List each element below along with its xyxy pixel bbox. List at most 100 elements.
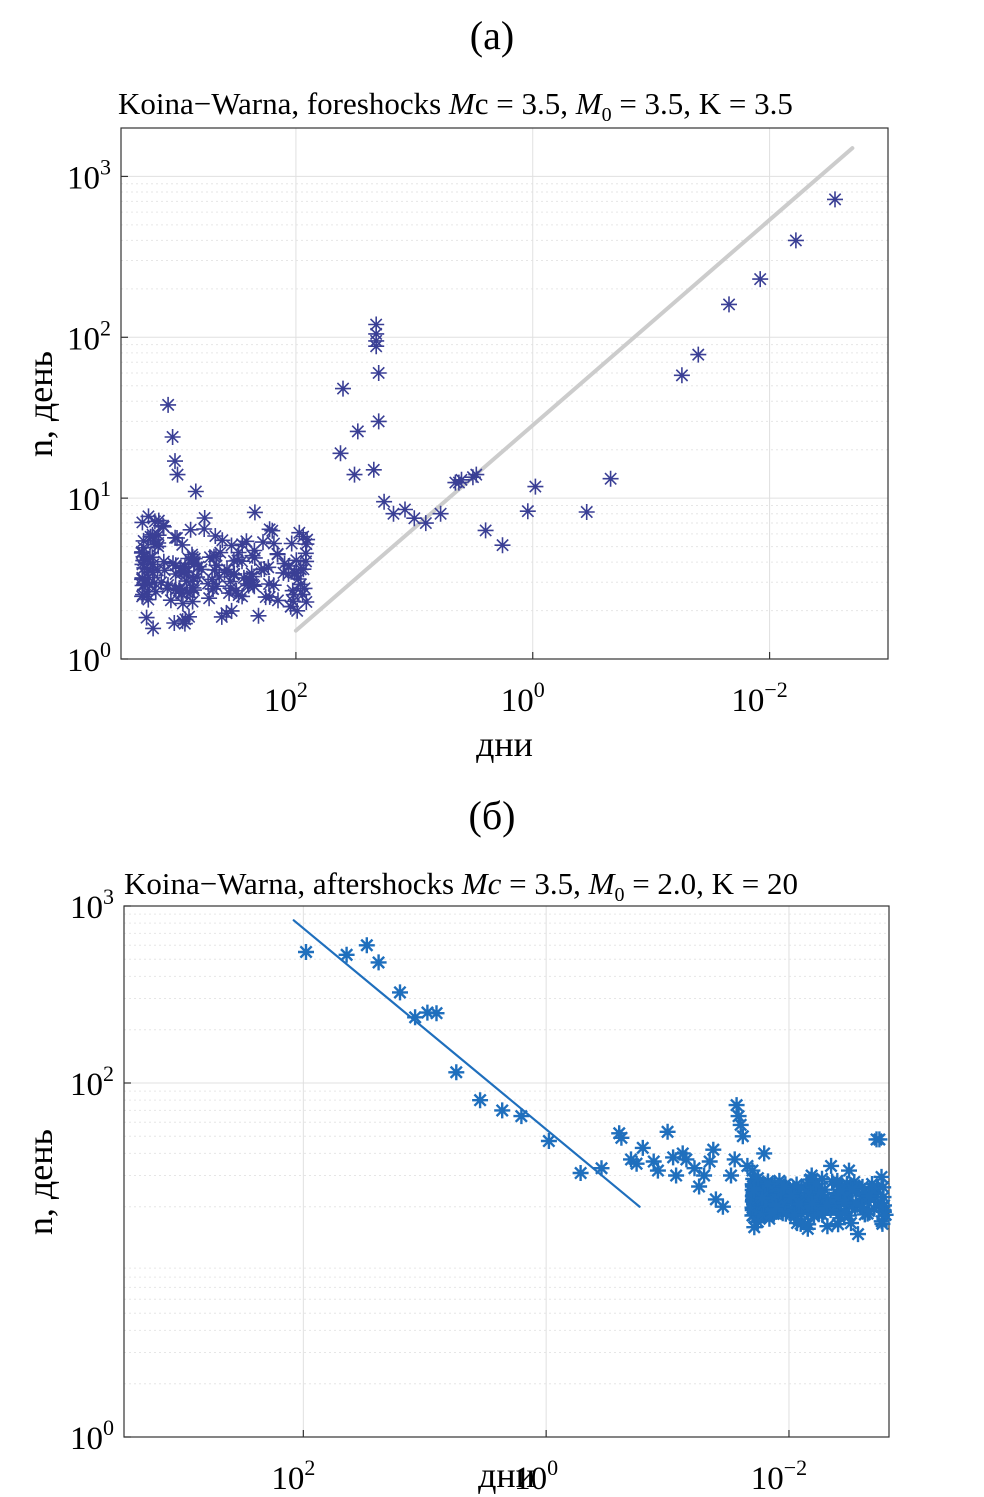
chart-a-cluster-point: [283, 535, 300, 552]
chart-a-cluster-point: [174, 595, 191, 612]
chart-a-cluster-point: [206, 561, 223, 578]
chart-a-y-tick-label-2: 102: [67, 315, 111, 357]
chart-b-data-point: [419, 1004, 436, 1021]
chart-a-data-point: [370, 413, 387, 430]
chart-a-title-rest: = 3.5, K = 3.5: [611, 86, 793, 121]
chart-a-cluster-point: [167, 529, 184, 546]
chart-b-data-point: [668, 1167, 685, 1184]
chart-b-data-point: [370, 954, 387, 971]
chart-b-data-point: [298, 944, 314, 960]
chart-b-cluster-point: [837, 1204, 853, 1221]
chart-a-title: Koina−Warna, foreshocks Mc = 3.5, M0 = 3…: [118, 86, 793, 127]
chart-a-cluster-point: [138, 609, 155, 626]
chart-a-cluster-point: [208, 578, 225, 595]
chart-a-data-point: [519, 503, 536, 520]
chart-b-cluster-point: [832, 1182, 849, 1199]
chart-a-data-point: [406, 510, 423, 527]
panel-a-label: (а): [469, 13, 515, 58]
chart-a-data-point: [160, 396, 177, 413]
chart-a-data-point: [690, 346, 707, 363]
chart-b-title-m0-symbol: M: [588, 866, 615, 901]
chart-a-data-point: [368, 316, 385, 333]
chart-a-data-point: [602, 470, 619, 487]
chart-a-cluster-point: [276, 555, 293, 572]
chart-b-data-point: [611, 1125, 628, 1142]
chart-b-data-point: [836, 1195, 853, 1211]
chart-a-y-tick-label-0: 100: [67, 637, 111, 679]
chart-b-data-point: [665, 1149, 682, 1166]
chart-b-y-axis-label: n, день: [20, 1129, 60, 1235]
chart-b-cluster-point: [805, 1179, 822, 1196]
chart-a-cluster-point: [230, 587, 247, 604]
chart-a-cluster-point: [136, 559, 153, 576]
chart-a-cluster-point: [229, 552, 246, 569]
chart-a-data-point: [349, 423, 366, 440]
chart-b-data-point: [674, 1145, 691, 1162]
chart-a-data-point: [187, 483, 204, 500]
chart-b-y-tick-label-2: 103: [70, 884, 114, 926]
chart-a-cluster-point: [290, 571, 307, 587]
chart-b-cluster-point: [830, 1216, 847, 1233]
chart-b-data-point: [407, 1009, 424, 1026]
chart-b-y-tick-label-1: 102: [70, 1061, 114, 1103]
chart-a-cluster-point: [221, 585, 238, 602]
chart-a-cluster-point: [234, 536, 251, 553]
chart-a-cluster-point: [147, 583, 164, 600]
chart-b-data-point: [634, 1139, 651, 1156]
chart-a-cluster-point: [298, 536, 315, 553]
chart-a-cluster-point: [246, 504, 263, 521]
chart-a-cluster-point: [288, 564, 304, 581]
chart-b-cluster-point: [754, 1189, 771, 1206]
chart-a-cluster-point: [134, 571, 151, 588]
chart-a-cluster-point: [234, 588, 251, 605]
chart-a-cluster-point: [185, 555, 202, 572]
chart-b-data-point: [783, 1188, 800, 1204]
chart-a-data-point: [368, 338, 385, 355]
chart-a-x-tick-label-0: 102: [264, 677, 308, 719]
chart-b-y-tick-label-0: 100: [70, 1415, 114, 1457]
chart-a-cluster-point: [265, 535, 282, 552]
chart-b-cluster-point: [746, 1219, 763, 1236]
chart-a-cluster-point: [184, 549, 201, 566]
chart-a-cluster-point: [214, 532, 231, 549]
chart-b-data-point: [707, 1191, 724, 1208]
chart-a-cluster-point: [292, 561, 309, 578]
chart-b-data-point: [448, 1064, 465, 1081]
chart-b-title-mc-value: = 3.5,: [501, 866, 589, 901]
chart-a-data-point: [167, 453, 183, 470]
chart-b-data-point: [744, 1162, 761, 1179]
chart-a-data-point: [527, 478, 544, 495]
chart-a-cluster-point: [144, 564, 161, 581]
chart-b-data-point: [792, 1215, 809, 1232]
chart-b-data-point: [691, 1178, 708, 1195]
chart-a-x-axis-label: дни: [476, 724, 533, 764]
chart-b-data-point: [723, 1167, 739, 1184]
chart-b-data-point: [678, 1151, 695, 1168]
chart-a-cluster-point: [238, 533, 255, 550]
chart-b-title: Koina−Warna, aftershocks Mc = 3.5, M0 = …: [124, 866, 798, 907]
chart-b-cluster-point: [872, 1194, 889, 1211]
chart-a-cluster-point: [144, 526, 161, 543]
chart-b-data-point: [659, 1123, 676, 1140]
chart-a-cluster-point: [189, 569, 206, 586]
chart-b-data-point: [759, 1175, 776, 1192]
chart-a-cluster-point: [149, 562, 166, 579]
chart-b-data-point: [540, 1133, 557, 1149]
chart-a-cluster-point: [150, 538, 167, 555]
chart-a-cluster-point: [275, 564, 292, 581]
chart-a-cluster-point: [253, 561, 270, 578]
chart-a-data-point: [752, 271, 769, 288]
chart-a-cluster-point: [285, 586, 302, 603]
chart-a-cluster-point: [213, 608, 230, 625]
chart-b-data-point: [874, 1215, 891, 1232]
chart-b-data-point: [728, 1097, 745, 1114]
chart-b-cluster-point: [875, 1189, 892, 1206]
chart-b-data-point: [841, 1162, 857, 1179]
chart-a-cluster-point: [200, 575, 217, 592]
chart-b-axes-box: [123, 905, 890, 1438]
chart-a-cluster-point: [185, 570, 202, 586]
chart-a-cluster-point: [165, 555, 181, 572]
chart-b-x-tick-label-2: 10−2: [751, 1455, 807, 1497]
chart-a-title-mc-symbol: M: [448, 86, 475, 121]
